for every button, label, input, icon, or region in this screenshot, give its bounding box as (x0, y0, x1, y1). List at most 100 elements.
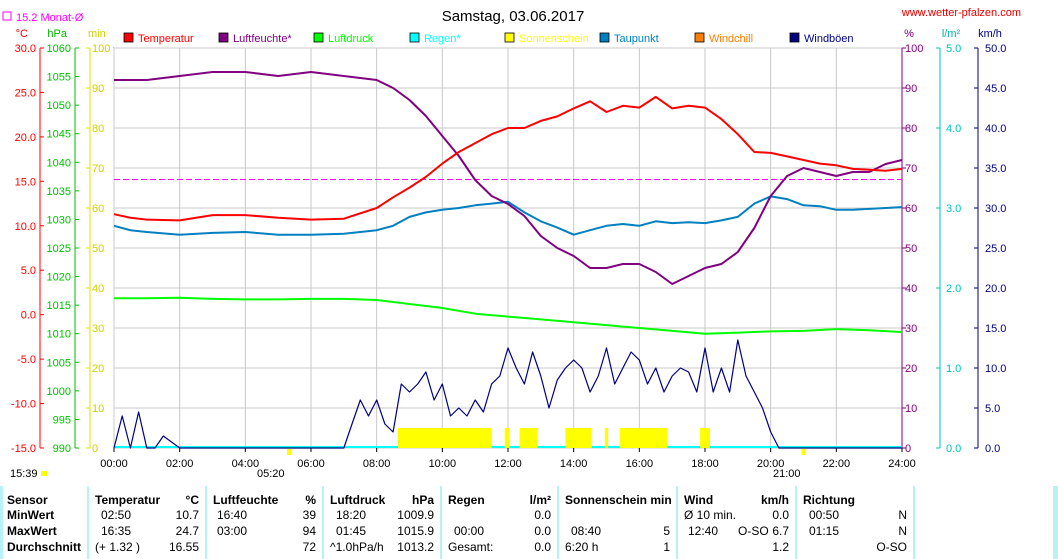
wind-header: Wind (684, 493, 714, 507)
legend-label: Windchill (709, 33, 753, 45)
luftdruck-min-time: 18:20 (336, 508, 367, 522)
humidity-tick-label: 30 (905, 323, 917, 335)
rain-tick-label: 3.0 (946, 203, 961, 215)
legend-label: Sonnenschein (519, 33, 589, 45)
statistics-table: Sensor MinWert MaxWert Durchschnitt Temp… (0, 486, 1058, 559)
humidity-tick-label: 40 (905, 283, 917, 295)
wind-tick-label: 5.0 (985, 403, 1000, 415)
wind-avg-value: 1.2 (772, 540, 789, 554)
humidity-tick-label: 80 (905, 123, 917, 135)
col-luftfeuchte: Luftfeuchte % 16:40 39 03:00 94 72 (207, 486, 322, 559)
gridlines (113, 47, 903, 449)
luftdruck-max-value: 1015.9 (397, 524, 434, 538)
wind-max-time: 12:40 (688, 524, 719, 538)
rain-unit-label: l/m² (942, 28, 961, 40)
humidity-tick-label: 100 (905, 43, 923, 55)
rain-tick-label: 5.0 (946, 43, 961, 55)
humidity-tick-label: 90 (905, 83, 917, 95)
humidity-tick-label: 10 (905, 403, 917, 415)
temp-tick-label: 20.0 (15, 132, 36, 144)
pressure-tick-label: 1055 (47, 72, 71, 84)
temp-unit-label: °C (16, 28, 28, 40)
legend-label: Luftfeuchte* (233, 33, 292, 45)
sunshine-bar (504, 428, 510, 448)
temperatur-max-time: 16:35 (101, 524, 132, 538)
x-tick-label: 16:00 (626, 458, 654, 470)
legend-swatch (313, 32, 324, 43)
temp-tick-label: -15.0 (11, 443, 36, 455)
pressure-tick-label: 1000 (47, 386, 71, 398)
pressure-tick-label: 1035 (47, 186, 71, 198)
legend-swatch (789, 32, 800, 43)
luftdruck-min-value: 1009.9 (397, 508, 434, 522)
temp-tick-label: -5.0 (17, 354, 36, 366)
wind-tick-label: 50.0 (985, 43, 1006, 55)
temperatur-max-value: 24.7 (175, 524, 199, 538)
wind-tick-label: 20.0 (985, 283, 1006, 295)
rain-tick-label: 1.0 (946, 363, 961, 375)
legend-label: Luftdruck (328, 33, 374, 45)
sunset-label: 21:00 (773, 468, 801, 480)
x-tick-label: 08:00 (363, 458, 391, 470)
legend-label: Taupunkt (614, 33, 659, 45)
rain-tick-label: 4.0 (946, 123, 961, 135)
x-tick-label: 06:00 (297, 458, 325, 470)
temperatur-min-value: 10.7 (175, 508, 199, 522)
luftfeuchte-header: Luftfeuchte (213, 493, 279, 507)
plot-area (113, 71, 903, 455)
dewpoint-line (113, 195, 903, 236)
pressure-tick-label: 1015 (47, 300, 71, 312)
wind-tick-label: 0.0 (985, 443, 1000, 455)
sunrise-marker (287, 449, 292, 455)
legend-swatch (123, 32, 134, 43)
wind-avg10-label: Ø 10 min. (684, 508, 737, 522)
x-tick-label: 22:00 (823, 458, 851, 470)
temp-tick-label: 5.0 (21, 265, 36, 277)
col-empty (915, 486, 1053, 559)
legend-label: Regen* (424, 33, 461, 45)
pressure-tick-label: 1005 (47, 357, 71, 369)
wind-tick-label: 45.0 (985, 83, 1006, 95)
humidity-tick-label: 50 (905, 243, 917, 255)
sunmin-tick-label: 60 (92, 203, 104, 215)
sunmin-tick-label: 10 (92, 403, 104, 415)
humidity-line (114, 71, 903, 285)
legend-swatch (409, 32, 420, 43)
pressure-tick-label: 1050 (47, 100, 71, 112)
sunshine-bar (565, 428, 592, 448)
regen-total-label: Gesamt: (448, 540, 494, 554)
sonnenschein-avg-value: 1 (663, 540, 670, 554)
temperatur-avg-value: 16.55 (168, 540, 199, 554)
temp-axis: 30.0 25.0 20.0 15.0 10.0 5.0 0.0 -5.0 -10.0 -15.0 (11, 43, 44, 455)
pressure-tick-label: 1060 (47, 43, 71, 55)
website-label: www.wetter-pfalzen.com (901, 7, 1021, 19)
wind-tick-label: 15.0 (985, 323, 1006, 335)
legend-swatch (504, 32, 515, 43)
col-wind: Wind km/h Ø 10 min. 0.0 12:40 O-SO 6.7 1… (678, 486, 795, 559)
month-avg-label: 15.2 Monat-Ø (16, 12, 84, 24)
sonnenschein-header: Sonnenschein min (565, 493, 672, 507)
sunmin-tick-label: 50 (92, 243, 104, 255)
month-avg-icon (2, 11, 12, 21)
temp-tick-label: 10.0 (15, 221, 36, 233)
pressure-tick-label: 995 (53, 414, 71, 426)
dawn-label: 15:39 (10, 468, 38, 480)
pressure-tick-label: 1020 (47, 272, 71, 284)
legend-swatch (218, 32, 229, 43)
wind-tick-label: 10.0 (985, 363, 1006, 375)
wind-tick-label: 40.0 (985, 123, 1006, 135)
regen-total-value: 0.0 (534, 540, 551, 554)
regen-unit: l/m² (529, 493, 551, 507)
pressure-tick-label: 990 (53, 443, 71, 455)
x-axis: 00:00 02:00 04:00 06:00 08:00 10:00 12:00 14:00… (100, 448, 916, 470)
sunshine-bar (519, 428, 538, 448)
x-tick-label: 20:00 (757, 458, 785, 470)
luftfeuchte-unit: % (305, 493, 316, 507)
luftfeuchte-max-value: 94 (302, 524, 316, 538)
luftdruck-avg-trend: ^1.0hPa/h (330, 540, 384, 554)
temp-tick-label: 0.0 (21, 310, 36, 322)
regen-max-time: 00:00 (454, 524, 485, 538)
regen-min-value: 0.0 (534, 508, 551, 522)
